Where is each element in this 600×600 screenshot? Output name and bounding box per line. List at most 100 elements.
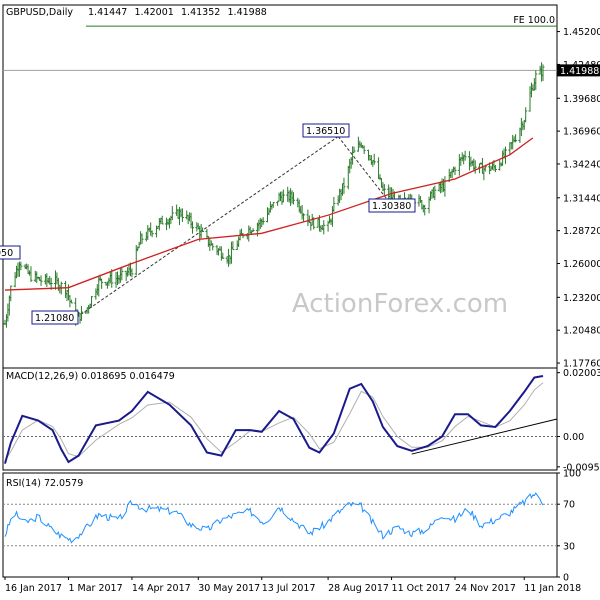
price-axis-tick-label: 1.20480 [563, 326, 600, 337]
price-bar [231, 241, 235, 251]
date-axis-tick-label: 16 Jan 2017 [5, 583, 62, 594]
price-bar [251, 228, 255, 232]
macd-signal-line [4, 382, 544, 462]
price-bar [140, 233, 144, 244]
fe-level-label: FE 100.0 [513, 15, 555, 26]
price-annotation-label: 1.30380 [372, 201, 411, 212]
price-bar [281, 189, 285, 203]
price-annotation-label: 1.36510 [306, 126, 345, 137]
ohlc-readout-value: 1.41447 [88, 7, 127, 18]
price-panel: 1.452001.424801.396801.369601.342401.314… [0, 4, 600, 370]
price-bar [160, 215, 164, 225]
price-axis-tick-label: 1.34240 [563, 159, 600, 170]
macd-axis-tick-label: 0.020037 [563, 368, 600, 379]
price-bar [372, 153, 376, 165]
rsi-line [4, 492, 544, 544]
price-bar [473, 160, 477, 174]
price-bar [291, 192, 295, 205]
price-bar [9, 285, 13, 302]
price-bar [322, 220, 326, 235]
price-bar [342, 177, 346, 194]
date-axis-tick-label: 30 May 2017 [198, 583, 260, 594]
date-axis-tick-label: 24 Nov 2017 [455, 583, 516, 594]
price-bar [90, 296, 94, 308]
price-bar [483, 166, 487, 172]
rsi-axis-tick-label: 70 [563, 500, 575, 511]
price-bar [332, 196, 336, 212]
macd-line [4, 374, 544, 464]
price-axis-tick-label: 1.23200 [563, 293, 600, 304]
price-bar [39, 275, 43, 286]
price-bar [302, 213, 306, 222]
price-bar [524, 107, 528, 123]
rsi-axis-tick-label: 0 [563, 573, 569, 584]
rsi-title: RSI(14) 72.0579 [6, 478, 83, 489]
date-axis-tick-label: 14 Apr 2017 [132, 583, 191, 594]
price-annotation: 050 [0, 245, 21, 260]
price-bar [433, 185, 437, 201]
price-bar [19, 261, 23, 271]
watermark: ActionForex.com [292, 289, 508, 319]
price-axis-tick-label: 1.17760 [563, 359, 600, 370]
price-axis-tick-label: 1.45200 [563, 27, 600, 38]
last-price-label: 1.41988 [560, 66, 599, 77]
ohlc-readout-value: 1.41988 [228, 7, 267, 18]
price-bar [201, 227, 205, 233]
ohlc-readout-value: 1.42001 [135, 7, 174, 18]
price-bar [514, 134, 518, 143]
price-panel-frame [2, 4, 558, 369]
price-bar [150, 230, 154, 238]
price-axis-tick-label: 1.26000 [563, 259, 600, 270]
date-axis: 16 Jan 2017 1 Mar 2017 14 Apr 2017 30 May 2… [3, 576, 581, 594]
price-bar [170, 206, 174, 221]
symbol-title: GBPUSD,Daily [6, 7, 73, 18]
macd-panel: 0.020037 0.00 -0.009509 MACD(12,26,9) 0.018… [2, 367, 600, 473]
price-annotation-label: 050 [0, 248, 13, 259]
price-bar [221, 252, 225, 259]
price-bar [423, 204, 427, 216]
price-annotation-label: 1.21080 [35, 313, 74, 324]
price-bar [261, 217, 265, 225]
date-axis-tick-label: 11 Jan 2018 [524, 583, 581, 594]
price-bar [493, 165, 497, 173]
rsi-axis-tick-label: 100 [563, 469, 581, 480]
price-bar [130, 268, 134, 278]
price-bar [120, 266, 124, 281]
price-bar [79, 305, 83, 321]
price-bar [110, 269, 114, 288]
moving-average-line [4, 137, 534, 291]
price-annotation: 1.21080 [31, 310, 79, 325]
rsi-axis-tick-label: 30 [563, 541, 575, 552]
rsi-panel-frame [2, 472, 558, 578]
price-bar [541, 64, 545, 81]
price-bar [180, 208, 184, 222]
date-axis-tick-label: 1 Mar 2017 [68, 583, 122, 594]
price-bar [453, 166, 457, 175]
price-bar [382, 184, 386, 197]
price-bar [362, 145, 366, 154]
price-bar [271, 202, 275, 208]
macd-trendline [411, 418, 558, 455]
date-axis-tick-label: 13 Jul 2017 [262, 583, 316, 594]
price-bar [534, 70, 538, 91]
macd-axis-tick-label: -0.009509 [563, 462, 600, 473]
price-axis-tick-label: 1.31440 [563, 193, 600, 204]
price-axis-tick-label: 1.28720 [563, 226, 600, 237]
price-bar [352, 146, 356, 153]
price-trendline [337, 136, 397, 211]
ohlc-readout-value: 1.41352 [181, 7, 220, 18]
price-bar [100, 278, 104, 289]
price-axis-tick-label: 1.36960 [563, 127, 600, 138]
price-annotation: 1.36510 [302, 123, 350, 138]
macd-axis-tick-label: 0.00 [563, 432, 584, 443]
price-bar [29, 266, 33, 282]
price-axis-tick-label: 1.39680 [563, 94, 600, 105]
last-price-box [557, 64, 600, 77]
date-axis-tick-label: 11 Oct 2017 [392, 583, 451, 594]
rsi-panel: 100 70 30 0 RSI(14) 72.0579 [2, 469, 581, 584]
date-axis-tick-label: 28 Aug 2017 [328, 583, 389, 594]
macd-title: MACD(12,26,9) 0.018695 0.016479 [6, 371, 175, 382]
price-bar [211, 243, 215, 251]
price-bar [463, 150, 467, 161]
